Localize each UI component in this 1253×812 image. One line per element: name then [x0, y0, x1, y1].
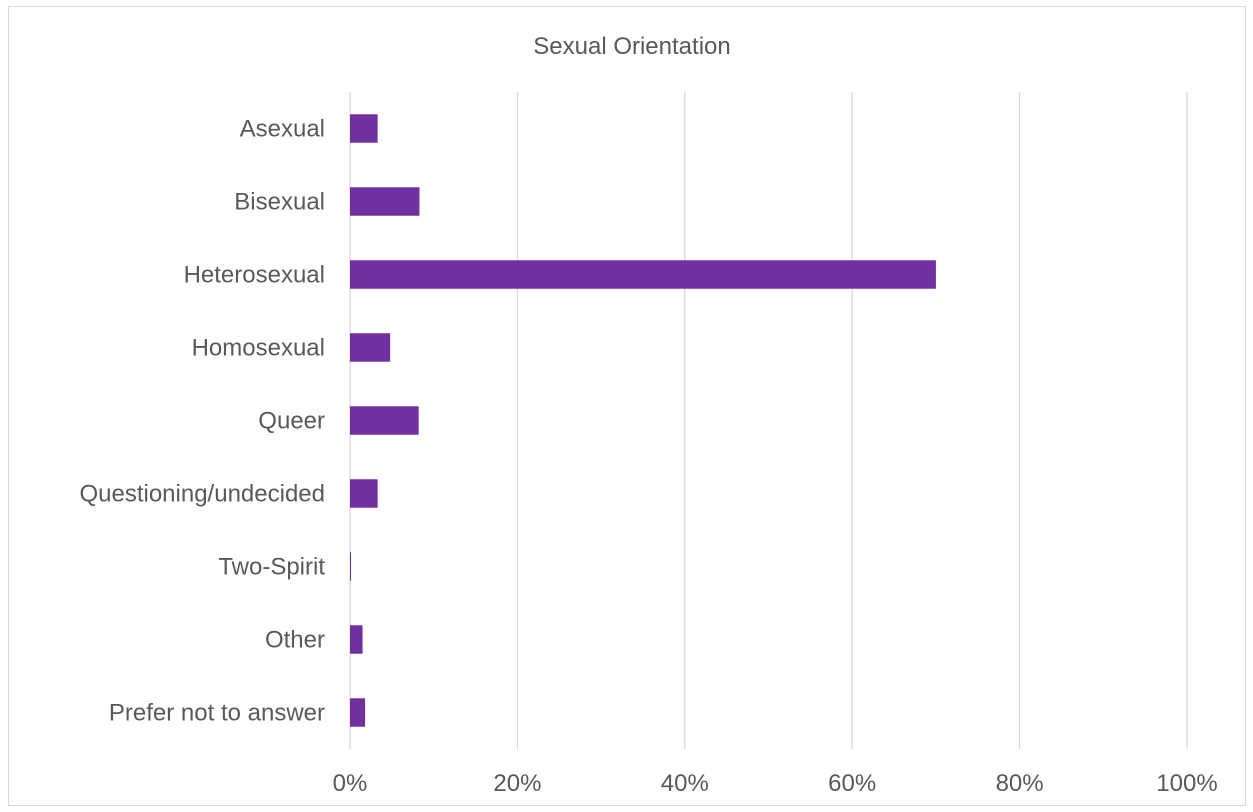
chart-title: Sexual Orientation: [533, 33, 730, 60]
gridlines: [349, 92, 1188, 749]
category-label: Heterosexual: [184, 262, 325, 289]
category-label: Other: [265, 627, 325, 654]
category-label: Two-Spirit: [218, 554, 325, 581]
x-tick-label: 100%: [1156, 770, 1217, 797]
category-label: Queer: [258, 408, 325, 435]
bar: [350, 552, 351, 581]
x-tick-label: 60%: [828, 770, 876, 797]
category-labels: Asexual Bisexual Heterosexual Homosexual Que…: [79, 116, 325, 727]
category-label: Bisexual: [234, 189, 325, 216]
category-label: Questioning/undecided: [79, 481, 325, 508]
bar: [350, 114, 378, 143]
x-tick-label: 40%: [661, 770, 709, 797]
bar: [350, 625, 363, 654]
category-label: Asexual: [240, 116, 325, 143]
x-tick-labels: 0% 20% 40% 60% 80% 100%: [333, 770, 1218, 797]
bar: [350, 260, 936, 289]
bar: [350, 698, 366, 727]
bar: [350, 479, 378, 508]
bar: [350, 333, 391, 362]
bar: [350, 187, 420, 216]
x-tick-label: 0%: [333, 770, 368, 797]
bars: [350, 114, 936, 727]
category-label: Prefer not to answer: [109, 700, 325, 727]
category-label: Homosexual: [192, 335, 325, 362]
x-tick-label: 20%: [493, 770, 541, 797]
x-tick-label: 80%: [996, 770, 1044, 797]
chart-frame: [8, 6, 1246, 806]
bar: [350, 406, 419, 435]
